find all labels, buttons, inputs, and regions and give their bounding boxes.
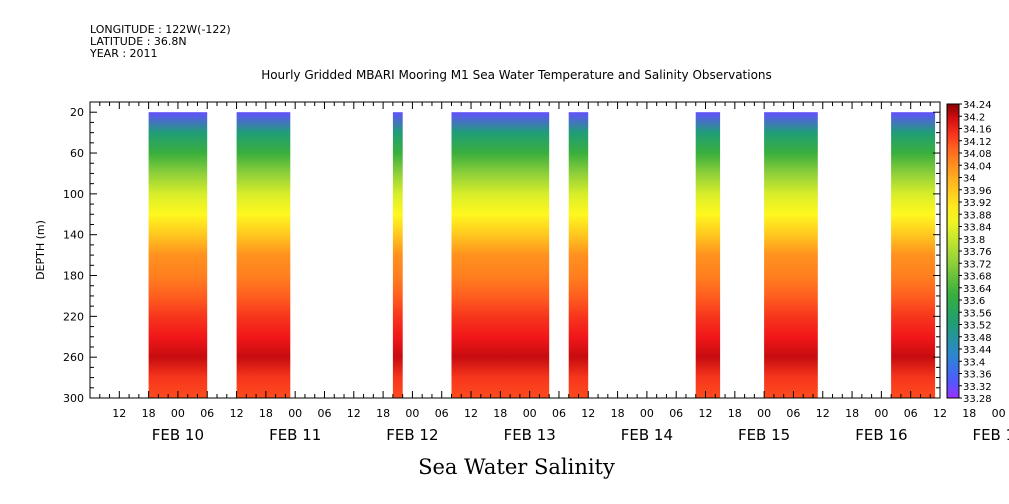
x-hour-label: 18 <box>376 407 390 420</box>
x-hour-label: 12 <box>699 407 713 420</box>
colorbar-label: 33.32 <box>963 382 992 393</box>
x-hour-label: 12 <box>112 407 126 420</box>
data-block-3 <box>392 112 403 398</box>
x-hour-label: 18 <box>259 407 273 420</box>
y-tick-label: 140 <box>63 229 84 242</box>
x-hour-label: 06 <box>904 407 918 420</box>
y-tick-label: 100 <box>63 188 84 201</box>
x-hour-label: 00 <box>757 407 771 420</box>
data-block-2 <box>236 112 291 398</box>
colorbar-label: 34.12 <box>963 137 992 148</box>
chart-title: Hourly Gridded MBARI Mooring M1 Sea Wate… <box>261 68 772 82</box>
colorbar-label: 33.8 <box>963 235 985 246</box>
latitude-label: LATITUDE : 36.8N <box>90 35 187 48</box>
x-hour-label: 12 <box>816 407 830 420</box>
colorbar-label: 33.84 <box>963 223 992 234</box>
data-block-8 <box>891 112 936 398</box>
colorbar-label: 33.68 <box>963 272 992 283</box>
y-tick-label: 300 <box>63 392 84 405</box>
x-hour-label: 18 <box>493 407 507 420</box>
data-block-4 <box>451 112 550 398</box>
x-hour-label: 18 <box>962 407 976 420</box>
y-tick-label: 260 <box>63 351 84 364</box>
x-hour-label: 12 <box>464 407 478 420</box>
x-hour-label: 18 <box>611 407 625 420</box>
x-hour-label: 00 <box>171 407 185 420</box>
data-block-5 <box>568 112 589 398</box>
y-tick-label: 180 <box>63 270 84 283</box>
data-block-7 <box>764 112 818 398</box>
colorbar-ramp <box>946 103 960 399</box>
data-blocks <box>148 112 936 398</box>
colorbar-label: 33.48 <box>963 333 992 344</box>
x-hour-label: 12 <box>933 407 947 420</box>
x-hour-label: 06 <box>552 407 566 420</box>
y-tick-label: 60 <box>70 147 84 160</box>
x-hour-label: 18 <box>728 407 742 420</box>
colorbar-label: 33.92 <box>963 198 992 209</box>
x-hour-label: 00 <box>640 407 654 420</box>
colorbar-label: 34.04 <box>963 161 992 172</box>
colorbar-label: 33.36 <box>963 370 992 381</box>
x-day-label: FEB 12 <box>386 426 438 444</box>
x-hour-label: 12 <box>347 407 361 420</box>
x-hour-label: 00 <box>523 407 537 420</box>
x-hour-label: 06 <box>669 407 683 420</box>
x-day-label: FEB 11 <box>269 426 321 444</box>
colorbar-label: 33.56 <box>963 308 992 319</box>
x-hour-label: 00 <box>288 407 302 420</box>
colorbar-label: 33.88 <box>963 210 992 221</box>
x-day-label: FEB 13 <box>504 426 556 444</box>
x-hour-label: 06 <box>435 407 449 420</box>
x-hour-label: 18 <box>845 407 859 420</box>
plot-frame <box>89 101 941 399</box>
x-hour-label: 18 <box>142 407 156 420</box>
colorbar-label: 33.44 <box>963 345 992 356</box>
colorbar-label: 33.64 <box>963 284 992 295</box>
colorbar-label: 33.28 <box>963 394 992 405</box>
y-axis: 20 60 100 140 180 220 260 300 <box>63 101 940 405</box>
x-hour-label: 06 <box>318 407 332 420</box>
x-hour-label: 00 <box>992 407 1006 420</box>
x-day-label: FEB 14 <box>621 426 673 444</box>
x-day-label: FEB 17 <box>972 426 1009 444</box>
x-axis-title: Sea Water Salinity <box>418 455 615 479</box>
x-hour-label: 00 <box>874 407 888 420</box>
y-tick-label: 220 <box>63 310 84 323</box>
colorbar-label: 34.2 <box>963 112 985 123</box>
x-hour-label: 12 <box>230 407 244 420</box>
x-hour-label: 12 <box>581 407 595 420</box>
colorbar-label: 33.6 <box>963 296 985 307</box>
x-day-label: FEB 10 <box>152 426 204 444</box>
colorbar-label: 34 <box>963 174 976 185</box>
x-hour-label: 06 <box>200 407 214 420</box>
colorbar-label: 33.72 <box>963 259 992 270</box>
data-block-6 <box>695 112 721 398</box>
y-tick-label: 20 <box>70 106 84 119</box>
colorbar-label: 33.96 <box>963 186 992 197</box>
x-axis: 12 18 00 06 12 18 00 06 12 18 00 06 12 18 00 06 12 18 00 06… <box>89 102 1009 444</box>
longitude-label: LONGITUDE : 122W(-122) <box>90 23 231 36</box>
x-day-label: FEB 15 <box>738 426 790 444</box>
colorbar-label: 34.08 <box>963 149 992 160</box>
colorbar-label: 33.52 <box>963 321 992 332</box>
data-block-1 <box>148 112 208 398</box>
x-hour-label: 06 <box>786 407 800 420</box>
x-day-label: FEB 16 <box>855 426 907 444</box>
colorbar-label: 34.16 <box>963 125 992 136</box>
x-hour-label: 00 <box>405 407 419 420</box>
y-axis-label: DEPTH (m) <box>34 220 47 280</box>
colorbar-label: 33.76 <box>963 247 992 258</box>
colorbar-label: 34.24 <box>963 100 992 111</box>
colorbar-label: 33.4 <box>963 357 985 368</box>
year-label: YEAR : 2011 <box>90 47 158 60</box>
